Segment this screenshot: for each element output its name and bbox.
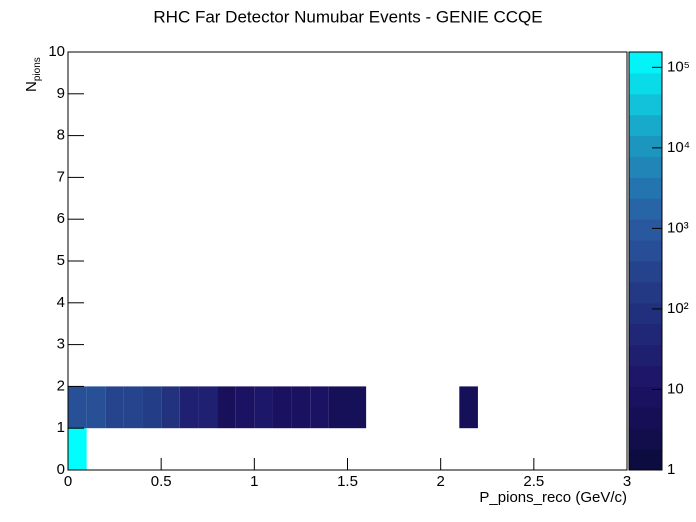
heatmap-cell [68, 428, 87, 470]
colorbar-band [629, 93, 662, 116]
heatmap-cell [291, 386, 311, 429]
x-tick-label: 2.5 [523, 473, 544, 490]
colorbar-band [629, 135, 662, 157]
heatmap-cell [328, 386, 348, 429]
colorbar-band [629, 52, 662, 74]
colorbar-band [629, 198, 662, 220]
colorbar-tick-label: 10² [667, 300, 689, 317]
y-tick-label: 9 [57, 85, 65, 102]
colorbar-band [629, 386, 662, 408]
heatmap-cell [347, 386, 367, 429]
x-tick-label: 1 [250, 473, 258, 490]
heatmap-cell [123, 386, 143, 429]
colorbar-band [629, 177, 662, 199]
colorbar-band [629, 261, 662, 283]
colorbar-tick-label: 1 [667, 461, 675, 478]
colorbar-tick-label: 10⁵ [667, 58, 690, 75]
heatmap-cell [68, 386, 87, 429]
chart-title: RHC Far Detector Numubar Events - GENIE … [153, 7, 542, 26]
heatmap-cell [161, 386, 180, 429]
heatmap-cell [217, 386, 236, 429]
heatmap-cell [272, 386, 292, 429]
y-tick-label: 2 [57, 377, 65, 394]
colorbar-band [629, 323, 662, 346]
colorbar-band [629, 240, 662, 262]
y-tick-label: 3 [57, 336, 65, 353]
x-tick-label: 0 [64, 473, 72, 490]
heatmap-cell [459, 386, 478, 429]
heatmap-cell [254, 386, 273, 429]
heatmap-cell [235, 386, 255, 429]
y-tick-label: 8 [57, 127, 65, 144]
heatmap-cell [105, 386, 124, 429]
colorbar-band [629, 219, 662, 241]
colorbar-band [629, 365, 662, 387]
x-tick-label: 1.5 [337, 473, 358, 490]
y-tick-label: 0 [57, 461, 65, 478]
heatmap-cell [86, 386, 106, 429]
heatmap-cell [198, 386, 218, 429]
colorbar-band [629, 281, 662, 304]
colorbar-band [629, 72, 662, 95]
colorbar-tick-label: 10³ [667, 219, 689, 236]
y-tick-label: 1 [57, 419, 65, 436]
y-tick-label: 5 [57, 252, 65, 269]
y-tick-label: 10 [48, 43, 65, 60]
colorbar-tick-label: 10⁴ [667, 139, 690, 156]
colorbar-tick-label: 10 [667, 380, 684, 397]
x-axis-label: P_pions_reco (GeV/c) [479, 489, 627, 506]
x-tick-label: 2 [436, 473, 444, 490]
colorbar-band [629, 302, 662, 325]
colorbar-band [629, 344, 662, 366]
colorbar-band [629, 407, 662, 429]
heatmap-cell [179, 386, 199, 429]
x-tick-label: 0.5 [151, 473, 172, 490]
heatmap-cell [310, 386, 329, 429]
y-label-main: N [23, 81, 40, 92]
y-tick-label: 7 [57, 168, 65, 185]
colorbar-band [629, 114, 662, 137]
colorbar-band [629, 428, 662, 450]
colorbar-frame [628, 51, 663, 471]
y-tick-label: 6 [57, 210, 65, 227]
colorbar-band [629, 449, 662, 471]
colorbar-band [629, 156, 662, 178]
y-tick-label: 4 [57, 294, 65, 311]
heatmap-cell [142, 386, 162, 429]
y-axis-label: Npions [23, 57, 43, 92]
y-label-sub: pions [32, 57, 43, 81]
x-tick-label: 3 [623, 473, 631, 490]
